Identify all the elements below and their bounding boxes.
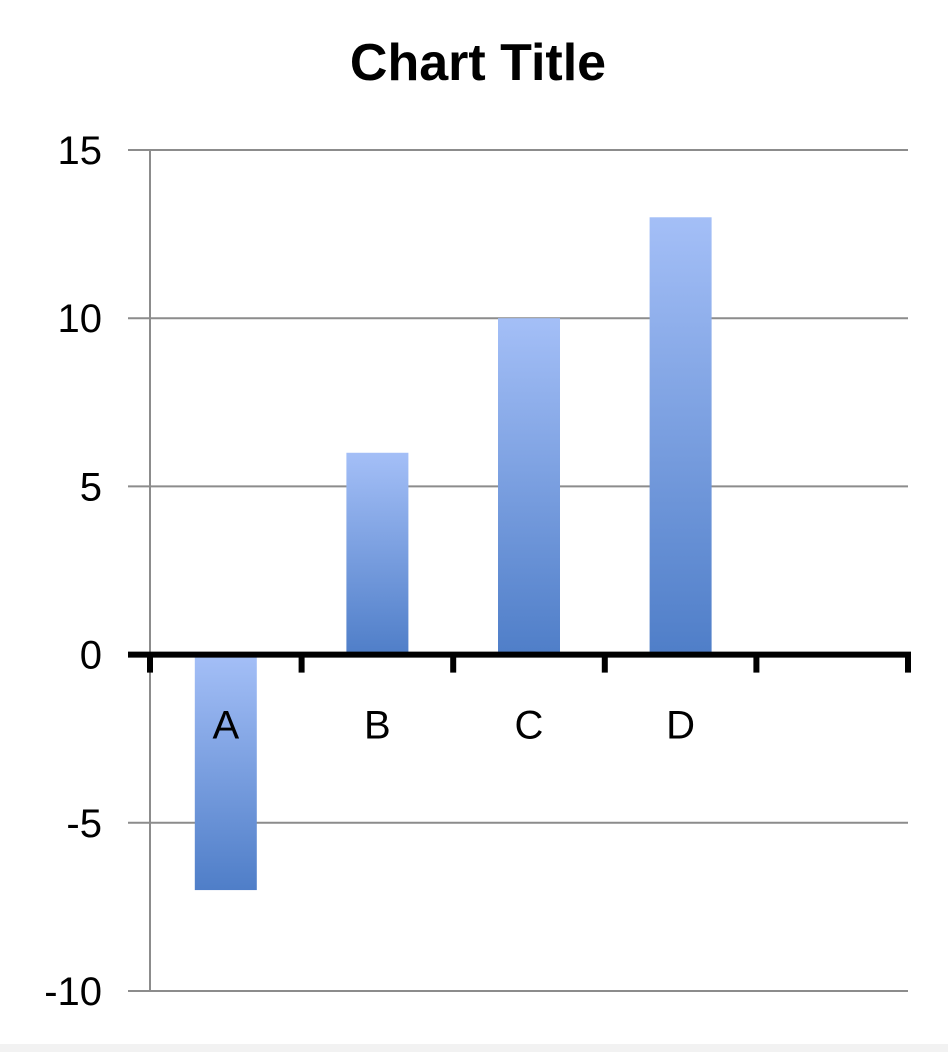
y-tick-label: 10 (58, 297, 103, 341)
bottom-strip (0, 1044, 948, 1052)
x-category-label: C (515, 704, 544, 748)
bar-B (346, 452, 409, 655)
bar-C (498, 318, 560, 655)
y-tick-label: 15 (58, 129, 103, 173)
x-axis-categories: A B C D (212, 704, 695, 748)
y-tick-label: 5 (80, 465, 102, 509)
chart-title: Chart Title (350, 34, 606, 92)
x-category-label: B (364, 704, 391, 748)
x-category-label: A (212, 704, 239, 748)
bars (194, 217, 712, 891)
bar-D (649, 217, 712, 655)
bar-A (194, 654, 257, 891)
y-tick-label: -10 (44, 970, 102, 1014)
x-axis (128, 651, 911, 673)
y-axis-ticks: 15 10 5 0 -5 -10 (44, 129, 102, 1014)
y-tick-label: 0 (80, 634, 102, 678)
y-tick-label: -5 (66, 802, 102, 846)
x-category-label: D (666, 704, 695, 748)
